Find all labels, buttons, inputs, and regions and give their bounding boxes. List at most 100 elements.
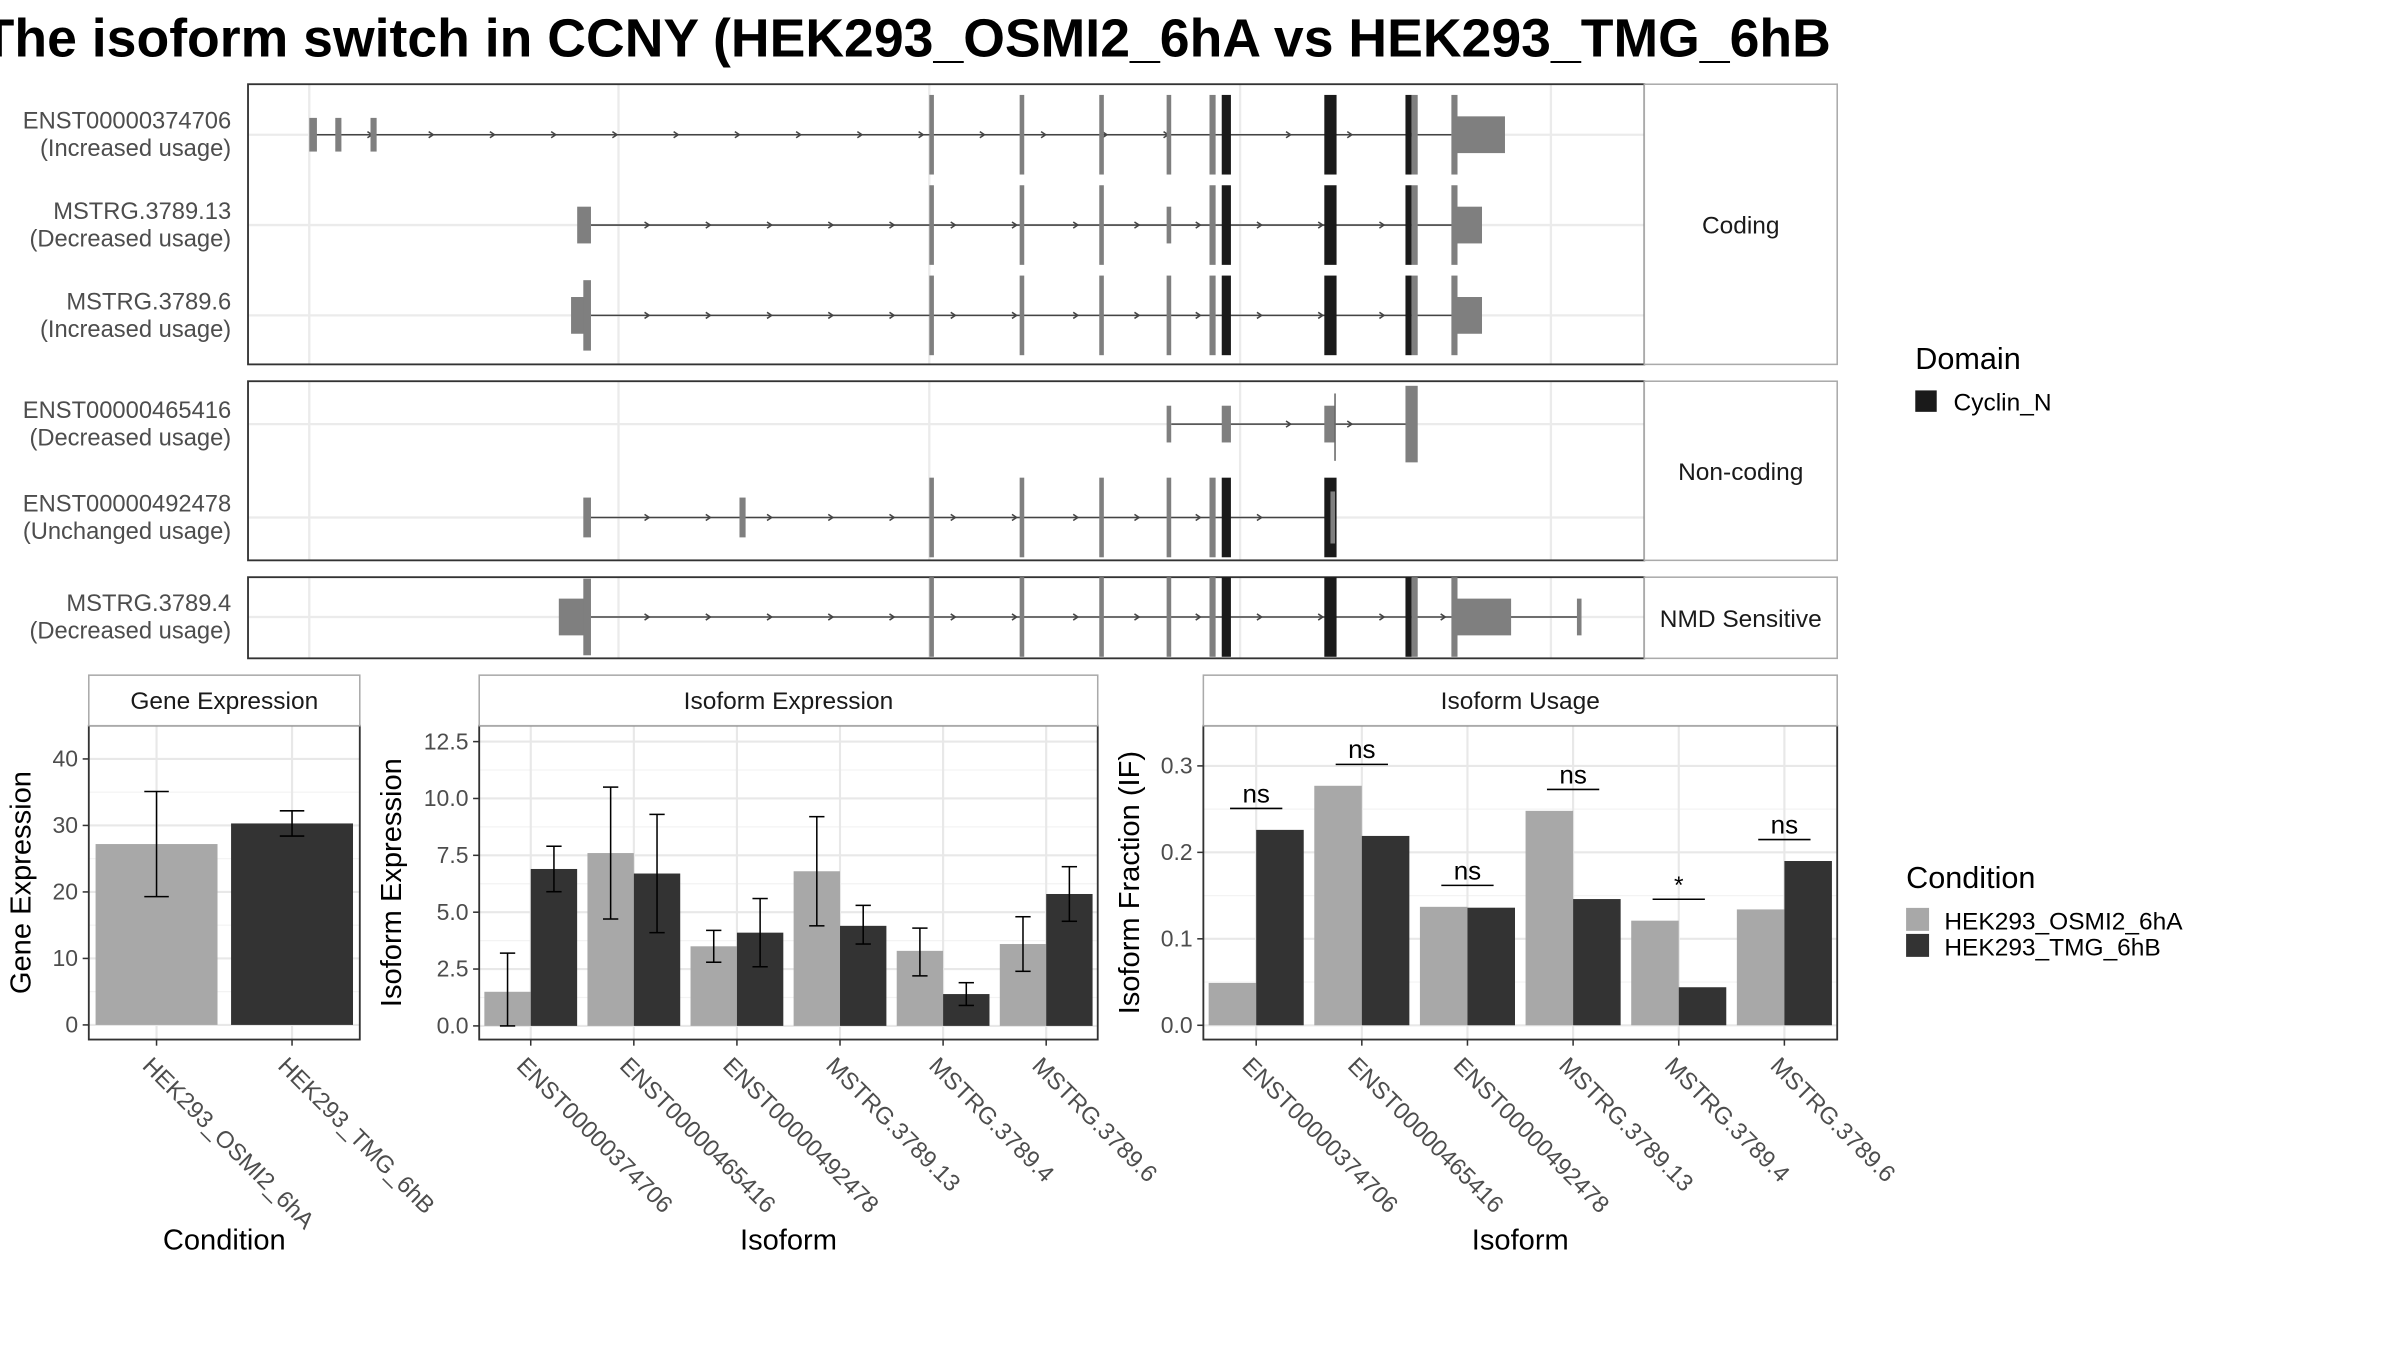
intron-arrow [1011, 311, 1018, 320]
cyclin-n-domain [1221, 477, 1231, 558]
exon [1411, 94, 1418, 175]
exon [1019, 477, 1025, 558]
intron-arrow [1072, 311, 1080, 320]
bar [1736, 909, 1785, 1026]
cyclin-n-domain [1324, 577, 1337, 657]
facet-strip [1643, 380, 1838, 562]
significance-label: * [1674, 872, 1684, 899]
intron-arrow [1285, 420, 1293, 428]
cyclin-n-domain [1405, 94, 1412, 175]
cyclin-n-domain [1221, 577, 1231, 657]
intron-arrow [1256, 221, 1263, 229]
bar [1573, 899, 1621, 1026]
exon [583, 578, 591, 656]
exon [309, 117, 317, 152]
y-tick-label: 0.0 [1161, 1012, 1193, 1038]
y-tick-label: 12.5 [424, 728, 469, 754]
exon [1455, 206, 1483, 244]
condition-legend-title: Condition [1906, 861, 2035, 895]
domain-legend-key [1915, 390, 1937, 412]
intron-arrow [644, 221, 651, 229]
cyclin-n-domain [1405, 577, 1412, 657]
intron-arrow [766, 613, 774, 621]
intron-arrow [1134, 221, 1141, 229]
intron-arrow [766, 513, 774, 522]
facet-strip [1643, 83, 1838, 366]
y-axis-label: Gene Expression [6, 771, 38, 994]
exon [583, 280, 591, 351]
condition-legend-label: HEK293_OSMI2_6hA [1944, 908, 2183, 935]
exon [1099, 275, 1104, 356]
significance-label: ns [1348, 734, 1375, 764]
exon [1166, 577, 1172, 657]
intron-arrow [889, 311, 896, 320]
exon [1405, 385, 1418, 463]
cyclin-n-domain [1324, 275, 1337, 356]
intron-arrow [1195, 221, 1202, 229]
intron-arrow [889, 513, 896, 522]
intron-arrow [1134, 311, 1141, 320]
intron-arrow [705, 513, 712, 522]
exon [1576, 598, 1582, 636]
intron-arrow [1011, 513, 1018, 522]
transcript-id-label: MSTRG.3789.6 [66, 289, 231, 315]
exon [1455, 598, 1512, 636]
exon [1019, 94, 1025, 175]
bar [1525, 810, 1574, 1026]
intron-arrow [1317, 311, 1325, 320]
intron-arrow [1195, 613, 1202, 621]
intron-arrow [1285, 131, 1293, 139]
intron-arrow [918, 131, 925, 139]
bar [1208, 982, 1257, 1026]
x-axis-label: Condition [163, 1224, 286, 1256]
intron-arrow [611, 131, 619, 139]
exon [1099, 94, 1104, 175]
domain-legend-label: Cyclin_N [1954, 389, 2052, 416]
y-tick-label: 0 [65, 1012, 78, 1038]
exon [1451, 275, 1458, 356]
intron-arrow [734, 131, 741, 139]
cyclin-n-domain [1324, 94, 1337, 175]
exon [1166, 206, 1172, 244]
y-tick-label: 5.0 [437, 899, 469, 925]
intron-arrow [1379, 311, 1386, 320]
intron-arrow [766, 311, 774, 320]
cyclin-n-domain [1405, 185, 1412, 265]
transcript-usage-label: (Unchanged usage) [23, 519, 231, 545]
intron-arrow [1072, 513, 1080, 522]
bar [1631, 920, 1679, 1026]
intron-arrow [705, 311, 712, 320]
exon [929, 577, 934, 657]
exon [1411, 577, 1418, 657]
intron-arrow [1256, 311, 1263, 320]
transcript-usage-label: (Increased usage) [40, 136, 231, 162]
intron-arrow [1346, 420, 1354, 428]
intron-arrow [979, 131, 986, 139]
bar [1467, 907, 1516, 1026]
facet-strip [478, 674, 1099, 727]
exon [1455, 297, 1483, 334]
exon [1099, 577, 1104, 657]
intron-arrow [1256, 513, 1263, 522]
intron-arrow [856, 131, 864, 139]
intron-arrow [827, 221, 835, 229]
exon [1019, 185, 1025, 265]
transcript-usage-label: (Increased usage) [40, 317, 231, 343]
intron-arrow [950, 613, 957, 621]
facet-strip-label: Non-coding [1678, 459, 1803, 486]
facet-strip-label: Isoform Expression [684, 688, 894, 715]
transcript-id-label: MSTRG.3789.13 [53, 199, 231, 225]
intron-arrow [1256, 613, 1263, 621]
y-tick-label: 0.2 [1161, 839, 1193, 865]
bar [1314, 785, 1362, 1026]
exon [571, 297, 585, 334]
intron-arrow [1011, 221, 1018, 229]
exon [1324, 405, 1336, 443]
facet-strip-label: Coding [1702, 212, 1780, 239]
transcript-usage-label: (Decreased usage) [29, 618, 231, 644]
intron-arrow [827, 513, 835, 522]
exon [1209, 477, 1216, 558]
bar [231, 823, 354, 1025]
transcript-id-label: ENST00000492478 [23, 491, 231, 517]
